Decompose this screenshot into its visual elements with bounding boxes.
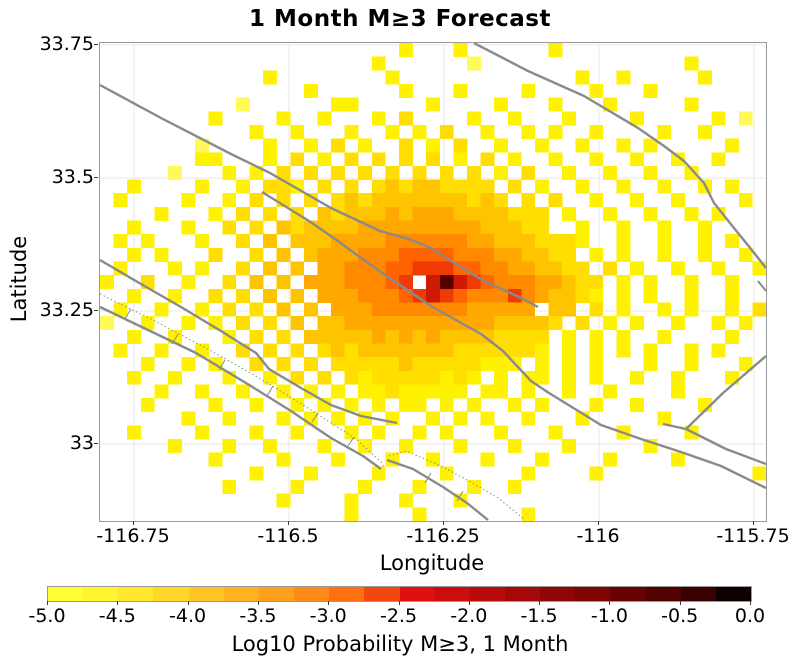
fault-zone-1-rung	[347, 436, 355, 447]
x-tickmark	[288, 521, 289, 525]
chart-title: 1 Month M≥3 Forecast	[249, 6, 551, 32]
fault-zone-2-rung	[456, 490, 464, 502]
y-tick-label: 33.5	[51, 166, 94, 188]
colorbar-tick-label: -0.5	[661, 605, 699, 627]
fault-zone-1-rung	[311, 412, 319, 423]
x-axis-title: Longitude	[379, 551, 485, 575]
fault-line-central-diagonal	[261, 190, 766, 490]
colorbar-segment	[645, 587, 681, 601]
colorbar-tick-label: -3.0	[309, 605, 347, 627]
fault-line-east-fragment	[757, 280, 766, 292]
fault-line-sw	[100, 258, 398, 425]
colorbar-segment	[434, 587, 470, 601]
colorbar	[47, 586, 752, 602]
colorbar-tick-label: -5.0	[28, 605, 66, 627]
colorbar-tickmark	[47, 601, 48, 605]
x-tick-label: -116.25	[406, 525, 480, 547]
colorbar-tickmark	[609, 601, 611, 605]
colorbar-segment	[715, 587, 752, 601]
colorbar-tickmark	[539, 601, 541, 605]
colorbar-tick-label: -2.5	[379, 605, 418, 627]
colorbar-caption: Log10 Probability M≥3, 1 Month	[231, 632, 569, 656]
colorbar-segment	[223, 587, 259, 601]
colorbar-tick-label: -1.5	[520, 605, 558, 627]
x-tick-label: -116	[576, 525, 620, 547]
fault-lines	[100, 43, 766, 521]
colorbar-segment	[153, 587, 189, 601]
x-tick-label: -116.5	[257, 525, 319, 547]
colorbar-tickmark	[328, 601, 330, 605]
colorbar-segment	[294, 587, 330, 601]
colorbar-tick-label: -1.0	[590, 605, 628, 627]
colorbar-segment	[469, 587, 506, 601]
y-tickmark	[94, 177, 98, 178]
x-tickmark	[598, 521, 599, 525]
colorbar-tickmark	[468, 601, 470, 605]
colorbar-tickmark	[187, 601, 189, 605]
colorbar-tickmark	[257, 601, 259, 605]
colorbar-segment	[48, 587, 84, 601]
x-tickmark	[753, 521, 754, 525]
map-plot-area	[99, 42, 767, 522]
colorbar-tickmark	[750, 601, 751, 605]
colorbar-segment	[610, 587, 646, 601]
colorbar-tickmark	[679, 601, 681, 605]
fault-zone-2-south-rail	[386, 458, 489, 521]
colorbar-tickmark	[117, 601, 119, 605]
x-tickmark	[133, 521, 134, 525]
fault-zone-2-rung	[424, 472, 432, 484]
fault-zone-2-north-rail	[388, 450, 525, 520]
colorbar-segment	[258, 587, 295, 601]
fault-zone-1-south-rail	[100, 305, 382, 470]
colorbar-tick-label: 0.0	[734, 605, 766, 627]
fault-zone-1-rung	[171, 333, 179, 345]
colorbar-segment	[505, 587, 541, 601]
fault-line-se-upper	[662, 355, 766, 431]
colorbar-tick-label: -4.0	[169, 605, 207, 627]
colorbar-segment	[118, 587, 154, 601]
colorbar-tickmark	[398, 601, 400, 605]
y-tickmark	[94, 443, 98, 444]
y-tick-label: 33	[69, 432, 94, 454]
fault-line-se-lower	[685, 427, 766, 466]
colorbar-segment	[540, 587, 576, 601]
y-tick-label: 33.75	[39, 33, 94, 55]
colorbar-segment	[364, 587, 400, 601]
colorbar-segment	[188, 587, 224, 601]
x-tick-label: -116.75	[96, 525, 170, 547]
colorbar-segment	[575, 587, 611, 601]
x-tickmark	[443, 521, 444, 525]
heatmap-canvas	[100, 43, 766, 521]
y-tick-label: 33.25	[39, 299, 94, 321]
colorbar-segment	[680, 587, 716, 601]
colorbar-tick-label: -4.5	[98, 605, 136, 627]
y-tickmark	[94, 44, 98, 45]
colorbar-segment	[329, 587, 365, 601]
fault-zone-1-rung	[218, 359, 226, 371]
fault-zone-1-rung	[124, 308, 132, 320]
heatmap-cells	[100, 43, 766, 521]
fault-zone-1-rung	[266, 385, 274, 397]
fault-line-ne	[473, 43, 766, 269]
colorbar-tick-label: -3.5	[239, 605, 277, 627]
y-axis-title: Latitude	[7, 235, 31, 323]
x-tick-label: -115.75	[716, 525, 790, 547]
colorbar-segment	[83, 587, 119, 601]
y-tickmark	[94, 310, 98, 311]
fault-line-nw-diagonal	[100, 83, 539, 309]
colorbar-tick-label: -2.0	[450, 605, 488, 627]
colorbar-segment	[399, 587, 435, 601]
